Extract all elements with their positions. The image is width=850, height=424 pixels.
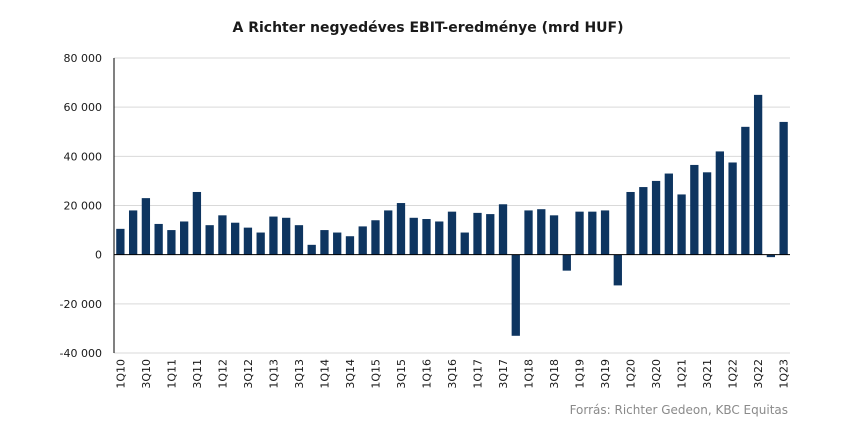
bar-4q16 xyxy=(460,232,469,255)
bar-4q11 xyxy=(205,225,214,255)
bar-1q18 xyxy=(524,210,533,255)
y-tick-label: 60 000 xyxy=(64,101,103,114)
x-tick-label: 3Q12 xyxy=(242,359,255,389)
x-tick-label: 1Q11 xyxy=(165,359,178,389)
bar-4q19 xyxy=(613,254,622,286)
x-tick-label: 3Q22 xyxy=(752,359,765,389)
x-tick-label: 3Q20 xyxy=(650,359,663,389)
bar-1q23 xyxy=(779,121,788,255)
x-tick-label: 3Q17 xyxy=(497,359,510,389)
bar-4q18 xyxy=(562,254,571,271)
bar-2q12 xyxy=(231,222,240,255)
x-tick-label: 3Q14 xyxy=(344,359,357,389)
bar-3q11 xyxy=(192,191,202,255)
bar-4q17 xyxy=(511,254,520,336)
bar-4q14 xyxy=(358,226,367,255)
y-tick-label: 20 000 xyxy=(64,200,103,213)
bar-3q17 xyxy=(498,204,508,255)
bar-2q19 xyxy=(588,211,597,255)
bar-4q13 xyxy=(307,244,316,255)
bar-1q10 xyxy=(116,228,125,255)
x-tick-label: 3Q15 xyxy=(395,359,408,389)
bar-3q18 xyxy=(549,215,559,255)
bar-2q17 xyxy=(486,214,495,255)
source-note: Forrás: Richter Gedeon, KBC Equitas xyxy=(570,403,788,417)
gridlines xyxy=(114,57,790,354)
bar-2q14 xyxy=(333,232,342,255)
bar-1q14 xyxy=(320,230,329,255)
x-tick-label: 1Q16 xyxy=(420,359,433,389)
x-tick-label: 1Q12 xyxy=(216,359,229,389)
x-tick-label: 3Q13 xyxy=(293,359,306,389)
y-axis-ticks: 80 000 60 000 40 000 20 000 0 -20 000 -40 000 xyxy=(60,52,102,360)
bar-1q13 xyxy=(269,216,278,255)
bar-4q10 xyxy=(154,223,163,255)
y-tick-label: 0 xyxy=(95,249,102,262)
bar-3q10 xyxy=(141,198,151,255)
bar-1q16 xyxy=(422,219,431,255)
y-tick-label: -40 000 xyxy=(60,347,102,360)
x-tick-label: 3Q18 xyxy=(548,359,561,389)
bar-1q15 xyxy=(371,220,380,255)
bar-3q16 xyxy=(447,211,457,255)
bar-2q11 xyxy=(180,221,189,255)
x-axis-ticks: 1Q10 3Q10 1Q11 3Q11 1Q12 3Q12 1Q13 3Q13 1Q14 3Q14… xyxy=(114,359,790,389)
bar-3q13 xyxy=(294,225,304,255)
bar-2q22 xyxy=(741,126,750,255)
bar-3q15 xyxy=(396,203,406,255)
bar-3q22 xyxy=(753,94,763,255)
bar-4q22 xyxy=(766,254,776,258)
bar-2q21 xyxy=(690,164,699,255)
bar-3q20 xyxy=(651,180,661,255)
bar-1q20 xyxy=(626,191,635,255)
x-tick-label: 3Q21 xyxy=(701,359,714,389)
bar-2q16 xyxy=(435,221,444,255)
bars xyxy=(116,94,788,336)
axes xyxy=(113,58,790,353)
x-tick-label: 1Q18 xyxy=(523,359,536,389)
bar-1q12 xyxy=(218,215,227,255)
bar-4q12 xyxy=(256,232,265,255)
x-tick-label: 3Q19 xyxy=(599,359,612,389)
bar-4q15 xyxy=(409,217,418,255)
bar-2q18 xyxy=(537,209,546,255)
x-tick-label: 1Q14 xyxy=(318,359,331,389)
x-tick-label: 1Q21 xyxy=(676,359,689,389)
bar-1q19 xyxy=(575,211,584,255)
bar-2q15 xyxy=(384,210,393,255)
x-tick-label: 1Q22 xyxy=(727,359,740,389)
bar-1q17 xyxy=(473,212,482,255)
bar-2q20 xyxy=(639,187,648,255)
bar-2q13 xyxy=(282,217,291,255)
x-tick-label: 3Q16 xyxy=(446,359,459,389)
x-tick-label: 3Q10 xyxy=(140,359,153,389)
chart-title: A Richter negyedéves EBIT-eredménye (mrd… xyxy=(232,20,623,36)
bar-4q20 xyxy=(664,173,673,255)
y-tick-label: 40 000 xyxy=(64,150,103,163)
bar-3q21 xyxy=(702,172,712,255)
x-tick-label: 1Q17 xyxy=(472,359,485,389)
bar-1q22 xyxy=(728,162,737,255)
bar-1q21 xyxy=(677,194,686,255)
bar-3q14 xyxy=(345,236,355,255)
x-tick-label: 1Q19 xyxy=(574,359,587,389)
x-tick-label: 1Q13 xyxy=(267,359,280,389)
y-tick-label: -20 000 xyxy=(60,298,102,311)
x-tick-label: 1Q10 xyxy=(114,359,127,389)
bar-2q10 xyxy=(128,210,138,255)
x-tick-label: 1Q15 xyxy=(369,359,382,389)
y-tick-label: 80 000 xyxy=(64,52,103,65)
x-tick-label: 3Q11 xyxy=(191,359,204,389)
bar-3q19 xyxy=(600,210,610,255)
x-tick-label: 1Q23 xyxy=(778,359,791,389)
bar-3q12 xyxy=(243,227,253,255)
x-tick-label: 1Q20 xyxy=(625,359,638,389)
bar-4q21 xyxy=(715,151,724,255)
bar-1q11 xyxy=(167,230,176,255)
